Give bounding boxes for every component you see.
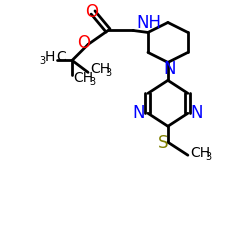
Text: 3: 3 [105, 68, 111, 78]
Text: O: O [78, 34, 90, 52]
Text: 3: 3 [39, 56, 45, 66]
Text: C: C [56, 50, 66, 64]
Text: NH: NH [136, 14, 161, 32]
Text: 3: 3 [89, 77, 95, 87]
Text: CH: CH [190, 146, 210, 160]
Text: 3: 3 [205, 152, 211, 162]
Text: S: S [158, 134, 168, 152]
Text: CH: CH [73, 71, 93, 85]
Text: CH: CH [90, 62, 110, 76]
Text: N: N [190, 104, 203, 122]
Text: N: N [164, 60, 176, 78]
Text: N: N [133, 104, 145, 122]
Text: O: O [86, 2, 98, 21]
Text: H: H [45, 50, 55, 64]
